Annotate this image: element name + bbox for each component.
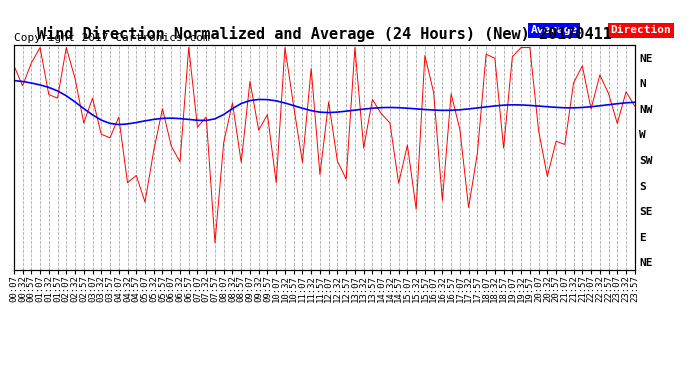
Title: Wind Direction Normalized and Average (24 Hours) (New) 20170411: Wind Direction Normalized and Average (2… xyxy=(37,27,612,42)
Text: Average: Average xyxy=(531,26,578,35)
Text: Copyright 2017 Cartronics.com: Copyright 2017 Cartronics.com xyxy=(14,33,210,43)
Text: Direction: Direction xyxy=(611,26,671,35)
